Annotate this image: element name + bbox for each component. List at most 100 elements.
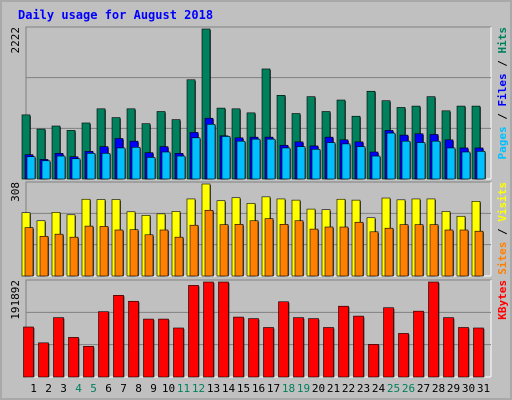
x-tick-label-day-21: 21: [327, 382, 340, 395]
bar-sites-day-25: [384, 227, 394, 277]
bar-pages-day-14: [221, 136, 231, 180]
x-tick-label-day-1: 1: [30, 382, 37, 395]
x-tick-label-day-11: 11: [177, 382, 190, 395]
x-tick-label-day-18: 18: [282, 382, 295, 395]
bar-kbytes-day-14: [218, 281, 229, 378]
bar-kbytes-day-4: [68, 337, 79, 378]
bar-kbytes-day-26: [398, 333, 409, 378]
bar-pages-day-22: [341, 143, 351, 180]
bar-kbytes-day-5: [83, 346, 94, 378]
legend-entry: /: [496, 228, 509, 242]
bar-pages-day-23: [356, 146, 366, 180]
bar-pages-day-15: [236, 140, 246, 180]
bar-pages-day-6: [101, 153, 111, 180]
bar-pages-day-11: [176, 155, 186, 180]
bar-pages-day-2: [41, 160, 51, 180]
bar-kbytes-day-24: [368, 344, 379, 378]
bar-pages-day-25: [386, 132, 396, 180]
legend-entry: /: [496, 113, 509, 127]
x-tick-label-day-5: 5: [90, 382, 97, 395]
bar-kbytes-day-27: [413, 310, 424, 378]
bar-kbytes-day-25: [383, 307, 394, 378]
bar-kbytes-day-30: [458, 327, 469, 378]
panel-bottom-max-label: 191892: [9, 280, 22, 320]
bar-kbytes-day-18: [278, 301, 289, 378]
x-tick-label-day-30: 30: [462, 382, 475, 395]
bar-kbytes-day-29: [443, 317, 454, 378]
x-tick-label-day-27: 27: [417, 382, 430, 395]
bar-kbytes-day-10: [158, 318, 169, 378]
bar-pages-day-21: [326, 142, 336, 180]
legend-entry: Sites: [496, 242, 509, 275]
bar-pages-day-13: [206, 124, 216, 180]
x-tick-label-day-28: 28: [432, 382, 445, 395]
x-tick-label-day-15: 15: [237, 382, 250, 395]
bar-sites-day-10: [159, 229, 169, 277]
bar-sites-day-15: [234, 224, 244, 277]
bar-kbytes-day-15: [233, 316, 244, 378]
bar-pages-day-12: [191, 137, 201, 180]
x-tick-label-day-2: 2: [45, 382, 52, 395]
bar-sites-day-13: [204, 209, 214, 277]
bar-kbytes-day-21: [323, 327, 334, 378]
legend-entry: Files: [496, 73, 509, 113]
bar-sites-day-17: [264, 218, 274, 277]
bar-sites-day-28: [429, 224, 439, 277]
bar-sites-day-9: [144, 234, 154, 277]
bar-kbytes-day-12: [188, 285, 199, 378]
bar-kbytes-day-17: [263, 327, 274, 378]
bar-pages-day-27: [416, 142, 426, 180]
bar-kbytes-day-16: [248, 318, 259, 378]
bar-sites-day-14: [219, 224, 229, 277]
bar-sites-day-12: [189, 224, 199, 277]
x-tick-label-day-25: 25: [387, 382, 400, 395]
x-tick-label-day-22: 22: [342, 382, 355, 395]
bar-sites-day-7: [114, 229, 124, 277]
bar-sites-day-1: [24, 227, 34, 277]
bar-sites-day-23: [354, 221, 364, 277]
bar-sites-day-2: [39, 235, 49, 277]
x-tick-label-day-10: 10: [162, 382, 175, 395]
bar-sites-day-20: [309, 228, 319, 277]
bar-pages-day-7: [116, 147, 126, 180]
x-tick-label-day-23: 23: [357, 382, 370, 395]
x-tick-label-day-6: 6: [105, 382, 112, 395]
bar-kbytes-day-23: [353, 315, 364, 378]
bar-pages-day-30: [461, 151, 471, 180]
panel-top-max-label: 2222: [9, 27, 22, 54]
bar-pages-day-5: [86, 153, 96, 180]
x-tick-label-day-20: 20: [312, 382, 325, 395]
bar-sites-day-3: [54, 233, 64, 277]
bar-sites-day-18: [279, 224, 289, 277]
bar-sites-day-19: [294, 220, 304, 277]
bar-pages-day-24: [371, 155, 381, 180]
bar-sites-day-29: [444, 229, 454, 277]
x-tick-label-day-4: 4: [75, 382, 82, 395]
x-tick-label-day-17: 17: [267, 382, 280, 395]
bar-kbytes-day-9: [143, 318, 154, 378]
bar-sites-day-8: [129, 229, 139, 277]
bar-pages-day-8: [131, 146, 141, 180]
bar-pages-day-26: [401, 140, 411, 180]
bar-pages-day-3: [56, 155, 66, 180]
bar-sites-day-4: [69, 236, 79, 277]
bar-sites-day-27: [414, 224, 424, 277]
bar-kbytes-day-22: [338, 305, 349, 378]
bar-sites-day-26: [399, 224, 409, 277]
bar-kbytes-day-28: [428, 281, 439, 378]
x-tick-label-day-12: 12: [192, 382, 205, 395]
bar-sites-day-6: [99, 226, 109, 277]
x-tick-label-day-8: 8: [135, 382, 142, 395]
bar-kbytes-day-31: [473, 327, 484, 378]
x-tick-label-day-29: 29: [447, 382, 460, 395]
bar-pages-day-31: [476, 151, 486, 180]
bar-pages-day-20: [311, 148, 321, 180]
bar-sites-day-11: [174, 236, 184, 277]
bar-kbytes-day-11: [173, 327, 184, 378]
x-tick-label-day-14: 14: [222, 382, 236, 395]
bar-pages-day-9: [146, 157, 156, 180]
bar-pages-day-17: [266, 138, 276, 180]
bar-pages-day-1: [26, 156, 36, 180]
